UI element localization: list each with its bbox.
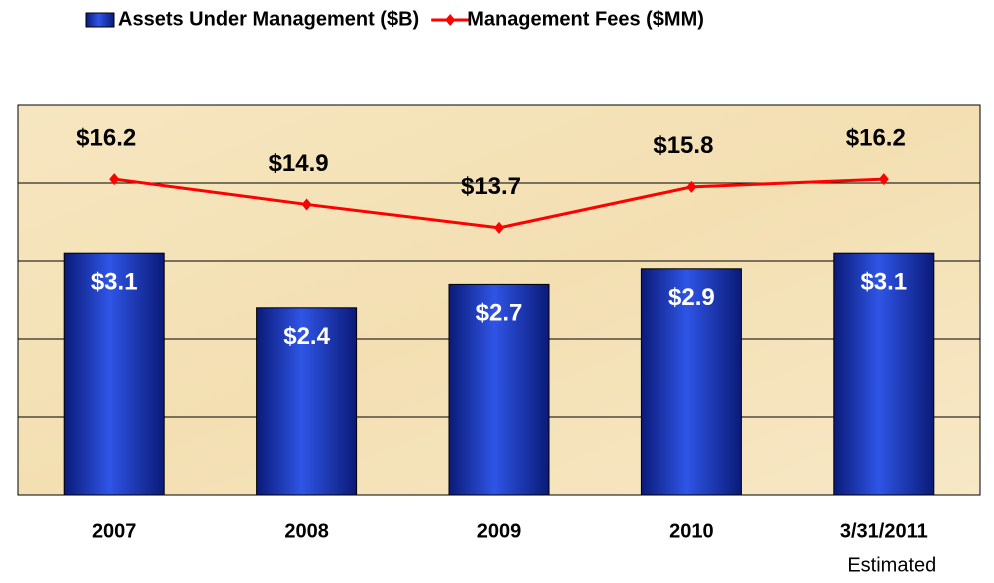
line-marker: [301, 198, 312, 211]
bar-label: $3.1: [860, 269, 907, 296]
legend-marker: [445, 14, 456, 26]
line-label: $14.9: [269, 150, 329, 177]
line-label: $16.2: [76, 124, 136, 151]
line-label: $15.8: [653, 132, 713, 159]
bar-label: $2.9: [668, 284, 715, 311]
line-label: $13.7: [461, 173, 521, 200]
bar: [640, 268, 742, 496]
line-marker: [109, 173, 120, 186]
bar: [448, 283, 550, 496]
bar: [256, 307, 358, 496]
bar: [63, 252, 165, 496]
legend: Assets Under Management ($B) Management F…: [85, 8, 704, 30]
x-tick-label: 2008: [284, 520, 329, 542]
marks: [63, 173, 935, 496]
line-label: $16.2: [846, 124, 906, 151]
x-tick-label: 2010: [669, 520, 714, 542]
x-tick-label: 2007: [92, 520, 137, 542]
x-tick-label: 3/31/2011: [840, 520, 928, 542]
line-marker: [686, 180, 697, 193]
legend-label: Assets Under Management ($B): [118, 8, 419, 30]
labels: 2007 2008 2009 2010 3/31/2011 Estimated $3.1 $2…: [76, 124, 936, 576]
bar-label: $2.7: [476, 300, 523, 327]
legend-label: Management Fees ($MM): [467, 8, 704, 30]
line-marker: [494, 221, 504, 234]
line-marker: [878, 173, 889, 186]
bar: [833, 252, 935, 496]
bar-label: $3.1: [91, 269, 138, 296]
legend-swatch: [85, 12, 115, 28]
x-annotation: Estimated: [847, 554, 936, 576]
x-tick-label: 2009: [477, 520, 522, 542]
bar-label: $2.4: [283, 323, 330, 350]
